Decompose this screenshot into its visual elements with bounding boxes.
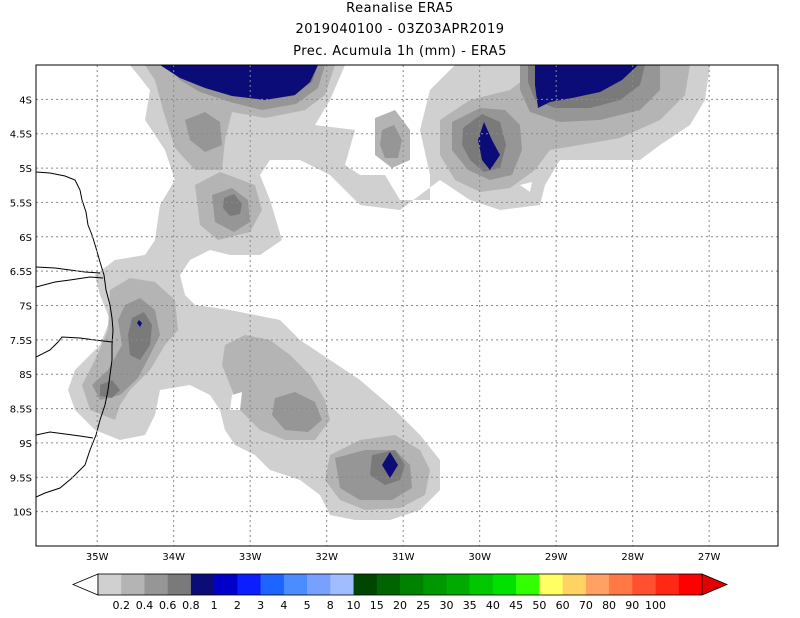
- colorbar-swatch: [376, 574, 401, 595]
- colorbar-label: 20: [393, 599, 407, 612]
- colorbar-label: 60: [556, 599, 570, 612]
- colorbar-swatch: [283, 574, 308, 595]
- colorbar-swatch: [400, 574, 424, 595]
- longitude-labels: 35W 34W 33W 32W 31W 30W 29W 28W 27W: [86, 552, 721, 563]
- colorbar-label: 35: [463, 599, 477, 612]
- colorbar-label: 40: [486, 599, 500, 612]
- colorbar-label: 25: [416, 599, 430, 612]
- lat-tick-label: 8.5S: [10, 405, 32, 416]
- colorbar-label: 4: [280, 599, 287, 612]
- colorbar-swatch: [492, 574, 517, 595]
- colorbar-label: 30: [439, 599, 453, 612]
- colorbar-swatch: [330, 574, 354, 595]
- lat-tick-label: 10S: [13, 508, 32, 519]
- colorbar-label: 0.4: [136, 599, 154, 612]
- colorbar-swatch: [167, 574, 192, 595]
- lon-tick-label: 34W: [162, 552, 185, 563]
- title-line-3: Prec. Acumula 1h (mm) - ERA5: [293, 44, 507, 59]
- colorbar-label: 0.6: [159, 599, 177, 612]
- colorbar-swatch: [353, 574, 378, 595]
- precip-field: [68, 65, 710, 520]
- latitude-labels: 4S 4.5S 5S 5.5S 6S 6.5S 7S 7.5S 8S 8.5S 9S 9.5S 10S: [10, 95, 32, 518]
- lat-tick-label: 6S: [19, 233, 32, 244]
- colorbar-swatch: [144, 574, 168, 595]
- lon-tick-label: 35W: [86, 552, 109, 563]
- colorbar-under-arrow: [71, 573, 99, 596]
- colorbar-label: 1: [211, 599, 218, 612]
- precip-level-1: [137, 65, 638, 478]
- lat-tick-label: 5.5S: [10, 198, 32, 209]
- lon-tick-label: 27W: [698, 552, 721, 563]
- colorbar-swatch: [307, 574, 331, 595]
- title-line-1: Reanalise ERA5: [346, 1, 454, 16]
- lat-tick-label: 4S: [19, 95, 32, 106]
- map-grid: [36, 65, 778, 546]
- colorbar-swatch: [446, 574, 470, 595]
- colorbar-swatch: [121, 574, 145, 595]
- lon-tick-label: 28W: [621, 552, 644, 563]
- colorbar-label: 70: [579, 599, 593, 612]
- colorbar-label: 45: [509, 599, 523, 612]
- colorbar-over-arrow: [701, 573, 729, 596]
- lat-tick-label: 7.5S: [10, 336, 32, 347]
- lat-tick-label: 5S: [19, 164, 32, 175]
- colorbar-label: 0.2: [112, 599, 130, 612]
- colorbar-label: 15: [370, 599, 384, 612]
- lat-tick-label: 6.5S: [10, 267, 32, 278]
- colorbar-label: 80: [602, 599, 616, 612]
- colorbar-label: 10: [347, 599, 361, 612]
- colorbar-swatch: [516, 574, 540, 595]
- colorbar-swatch: [98, 574, 122, 595]
- colorbar-label: 100: [645, 599, 666, 612]
- colorbar-swatch: [260, 574, 285, 595]
- precip-gaps: [230, 182, 532, 410]
- lon-tick-label: 30W: [468, 552, 491, 563]
- colorbar-swatch: [655, 574, 680, 595]
- colorbar-swatch: [609, 574, 633, 595]
- colorbar-label: 0.8: [182, 599, 200, 612]
- lat-tick-label: 9.5S: [10, 473, 32, 484]
- colorbar-swatch: [678, 574, 703, 595]
- map-frame: [35, 64, 779, 547]
- lon-tick-label: 31W: [392, 552, 415, 563]
- colorbar-label: 8: [327, 599, 334, 612]
- colorbar-swatch: [237, 574, 261, 595]
- colorbar-swatch: [632, 574, 656, 595]
- lat-tick-label: 9S: [19, 439, 32, 450]
- colorbar-swatch: [214, 574, 238, 595]
- colorbar-swatch: [423, 574, 447, 595]
- colorbar-label: 3: [257, 599, 264, 612]
- coastline: [36, 171, 114, 498]
- lat-tick-label: 4.5S: [10, 130, 32, 141]
- colorbar: 0.2 0.4 0.6 0.8 1 2 3 4 5 8 10 15 20 25 30 35 40 45 50 60 70…: [71, 573, 729, 612]
- colorbar-swatch: [539, 574, 563, 595]
- lon-tick-label: 32W: [315, 552, 338, 563]
- lat-tick-label: 7S: [19, 302, 32, 313]
- lon-tick-label: 29W: [545, 552, 568, 563]
- colorbar-swatch: [469, 574, 494, 595]
- colorbar-label: 90: [625, 599, 639, 612]
- lon-tick-label: 33W: [239, 552, 262, 563]
- colorbar-label: 2: [234, 599, 241, 612]
- colorbar-swatch: [585, 574, 610, 595]
- colorbar-swatch: [190, 574, 215, 595]
- lat-tick-label: 8S: [19, 370, 32, 381]
- colorbar-swatch: [562, 574, 587, 595]
- title-line-2: 2019040100 - 03Z03APR2019: [295, 22, 505, 37]
- colorbar-label: 50: [532, 599, 546, 612]
- colorbar-label: 5: [304, 599, 311, 612]
